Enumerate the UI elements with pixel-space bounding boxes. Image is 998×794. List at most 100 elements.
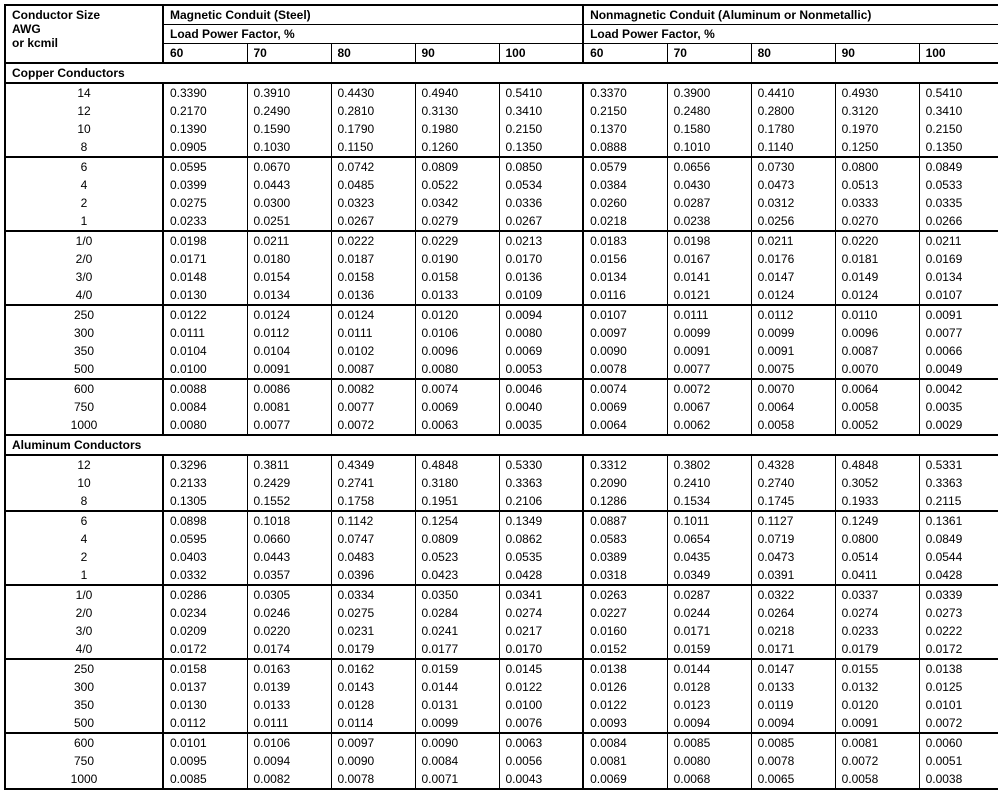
value-cell: 0.0075 <box>751 360 835 379</box>
value-cell: 0.0066 <box>919 342 998 360</box>
value-cell: 0.0270 <box>835 212 919 231</box>
value-cell: 0.5410 <box>499 83 583 102</box>
value-cell: 0.0078 <box>583 360 667 379</box>
value-cell: 0.0107 <box>583 305 667 324</box>
value-cell: 0.0122 <box>499 678 583 696</box>
value-cell: 0.0097 <box>331 733 415 752</box>
value-cell: 0.0339 <box>919 585 998 604</box>
value-cell: 0.0091 <box>919 305 998 324</box>
value-cell: 0.3410 <box>499 102 583 120</box>
value-cell: 0.0898 <box>163 511 247 530</box>
value-cell: 0.0051 <box>919 752 998 770</box>
value-cell: 0.0096 <box>415 342 499 360</box>
value-cell: 0.0218 <box>751 622 835 640</box>
header-nonmagnetic: Nonmagnetic Conduit (Aluminum or Nonmeta… <box>583 5 998 25</box>
value-cell: 0.0850 <box>499 157 583 176</box>
value-cell: 0.0136 <box>499 268 583 286</box>
value-cell: 0.0035 <box>919 398 998 416</box>
value-cell: 0.0187 <box>331 250 415 268</box>
value-cell: 0.0058 <box>835 398 919 416</box>
value-cell: 0.0534 <box>499 176 583 194</box>
value-cell: 0.4430 <box>331 83 415 102</box>
value-cell: 0.0656 <box>667 157 751 176</box>
value-cell: 0.0198 <box>667 231 751 250</box>
value-cell: 0.0062 <box>667 416 751 435</box>
value-cell: 0.2115 <box>919 492 998 511</box>
value-cell: 0.0349 <box>667 566 751 585</box>
value-cell: 0.0246 <box>247 604 331 622</box>
value-cell: 0.0312 <box>751 194 835 212</box>
value-cell: 0.0273 <box>919 604 998 622</box>
value-cell: 0.0177 <box>415 640 499 659</box>
conductor-size: 2 <box>5 548 163 566</box>
value-cell: 0.0256 <box>751 212 835 231</box>
value-cell: 0.0077 <box>331 398 415 416</box>
conductor-size: 10 <box>5 474 163 492</box>
value-cell: 0.0090 <box>583 342 667 360</box>
value-cell: 0.0333 <box>835 194 919 212</box>
value-cell: 0.0084 <box>163 398 247 416</box>
value-cell: 0.0091 <box>751 342 835 360</box>
header-pf-70: 70 <box>667 44 751 64</box>
value-cell: 0.0124 <box>247 305 331 324</box>
value-cell: 0.0430 <box>667 176 751 194</box>
value-cell: 0.0116 <box>583 286 667 305</box>
value-cell: 0.0035 <box>499 416 583 435</box>
value-cell: 0.0144 <box>415 678 499 696</box>
value-cell: 0.0513 <box>835 176 919 194</box>
value-cell: 0.0078 <box>751 752 835 770</box>
conductor-size: 12 <box>5 455 163 474</box>
value-cell: 0.2150 <box>499 120 583 138</box>
value-cell: 0.2150 <box>583 102 667 120</box>
value-cell: 0.0583 <box>583 530 667 548</box>
conductor-size: 4/0 <box>5 640 163 659</box>
value-cell: 0.0473 <box>751 548 835 566</box>
value-cell: 0.0144 <box>667 659 751 678</box>
value-cell: 0.0229 <box>415 231 499 250</box>
value-cell: 0.1018 <box>247 511 331 530</box>
value-cell: 0.0174 <box>247 640 331 659</box>
value-cell: 0.0080 <box>163 416 247 435</box>
value-cell: 0.0087 <box>331 360 415 379</box>
value-cell: 0.0042 <box>919 379 998 398</box>
conductor-size: 10 <box>5 120 163 138</box>
conductor-size: 600 <box>5 733 163 752</box>
value-cell: 0.0152 <box>583 640 667 659</box>
value-cell: 0.0049 <box>919 360 998 379</box>
value-cell: 0.0660 <box>247 530 331 548</box>
value-cell: 0.2170 <box>163 102 247 120</box>
value-cell: 0.0069 <box>583 398 667 416</box>
value-cell: 0.0094 <box>499 305 583 324</box>
value-cell: 0.0155 <box>835 659 919 678</box>
conductor-size: 350 <box>5 696 163 714</box>
value-cell: 0.2150 <box>919 120 998 138</box>
value-cell: 0.0154 <box>247 268 331 286</box>
value-cell: 0.0134 <box>583 268 667 286</box>
value-cell: 0.0095 <box>163 752 247 770</box>
value-cell: 0.0719 <box>751 530 835 548</box>
value-cell: 0.0137 <box>163 678 247 696</box>
value-cell: 0.0136 <box>331 286 415 305</box>
value-cell: 0.0091 <box>835 714 919 733</box>
value-cell: 0.0322 <box>751 585 835 604</box>
conductor-size: 300 <box>5 324 163 342</box>
value-cell: 0.0423 <box>415 566 499 585</box>
value-cell: 0.0849 <box>919 530 998 548</box>
value-cell: 0.0533 <box>919 176 998 194</box>
conductor-size: 2/0 <box>5 250 163 268</box>
value-cell: 0.0730 <box>751 157 835 176</box>
value-cell: 0.0483 <box>331 548 415 566</box>
value-cell: 0.0091 <box>667 342 751 360</box>
value-cell: 0.0130 <box>163 286 247 305</box>
value-cell: 0.1127 <box>751 511 835 530</box>
value-cell: 0.4349 <box>331 455 415 474</box>
value-cell: 0.0106 <box>247 733 331 752</box>
value-cell: 0.0096 <box>835 324 919 342</box>
value-cell: 0.1552 <box>247 492 331 511</box>
value-cell: 0.0167 <box>667 250 751 268</box>
value-cell: 0.0544 <box>919 548 998 566</box>
value-cell: 0.1590 <box>247 120 331 138</box>
value-cell: 0.0040 <box>499 398 583 416</box>
header-loadpf-magnetic: Load Power Factor, % <box>163 25 583 44</box>
header-magnetic: Magnetic Conduit (Steel) <box>163 5 583 25</box>
